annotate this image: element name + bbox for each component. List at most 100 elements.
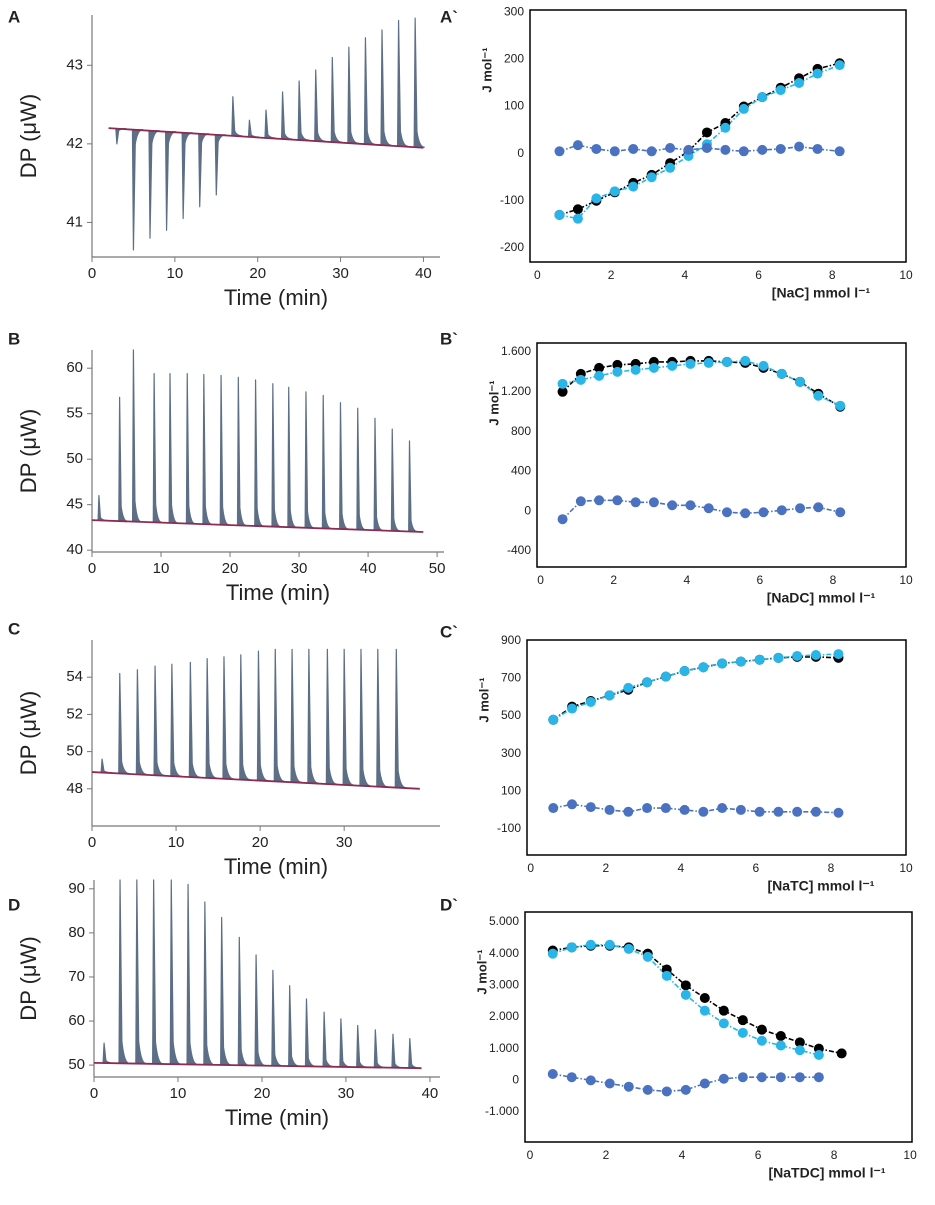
x-tick-label: 0 (88, 834, 96, 851)
peak (376, 648, 388, 788)
point (756, 1035, 767, 1046)
x-tick-label: 30 (338, 1085, 355, 1102)
point (548, 803, 559, 814)
y-tick-label: 0 (512, 1073, 519, 1087)
point (660, 803, 671, 814)
panel-label: A` (440, 7, 458, 26)
point (628, 143, 639, 154)
point (835, 400, 846, 411)
peak (254, 379, 264, 527)
peak (408, 440, 418, 533)
y-tick-label: 41 (66, 213, 83, 230)
peak (330, 56, 342, 143)
point (775, 1031, 786, 1042)
x-tick-label: 20 (252, 834, 269, 851)
y-tick-label: 45 (66, 496, 83, 513)
peak (396, 19, 409, 147)
x-tick-label: 40 (422, 1085, 439, 1102)
point (667, 360, 678, 371)
point (685, 358, 696, 369)
point (612, 495, 623, 506)
peak (271, 969, 283, 1067)
point (721, 356, 732, 367)
peak (152, 879, 164, 1065)
y-tick-label: 700 (501, 671, 521, 685)
point (547, 948, 558, 959)
peak (287, 386, 297, 528)
point (756, 1072, 767, 1083)
series-line (562, 360, 841, 408)
panel-label: B (8, 329, 20, 348)
point (585, 939, 596, 950)
point (642, 677, 653, 688)
point (594, 362, 605, 373)
point (754, 654, 765, 665)
y-tick-label: 400 (511, 464, 531, 478)
point (642, 1084, 653, 1095)
peak (170, 663, 182, 777)
y-tick-label: 3.000 (489, 978, 519, 992)
y-tick-label: 80 (68, 924, 85, 941)
x-tick-label: 2 (602, 861, 609, 875)
point (754, 806, 765, 817)
series-line (552, 943, 820, 1056)
x-tick-label: 40 (415, 265, 432, 282)
point (585, 1075, 596, 1086)
peak (380, 29, 392, 146)
y-tick-label: 70 (68, 968, 85, 985)
x-tick-label: 30 (291, 560, 308, 577)
point (557, 514, 568, 525)
point (648, 362, 659, 373)
peak (273, 648, 286, 783)
peak (169, 879, 182, 1065)
point (794, 1045, 805, 1056)
peak (408, 1038, 420, 1069)
point (591, 143, 602, 154)
point (648, 497, 659, 508)
point (567, 703, 578, 714)
point (665, 162, 676, 173)
point (740, 508, 751, 519)
peak (356, 407, 366, 531)
point (661, 1086, 672, 1097)
point (585, 802, 596, 813)
point (775, 85, 786, 96)
point (642, 803, 653, 814)
plot-frame (529, 9, 907, 263)
y-axis-label: DP (μW) (16, 409, 41, 493)
point (572, 204, 583, 215)
point (737, 1015, 748, 1026)
point (773, 652, 784, 663)
peak (322, 1011, 334, 1068)
peak (102, 1042, 114, 1064)
point (685, 500, 696, 511)
y-tick-label: 300 (501, 746, 521, 760)
point (548, 714, 559, 725)
peak (271, 383, 282, 528)
y-tick-label: 0 (517, 146, 524, 160)
point (623, 806, 634, 817)
panel-label: D (8, 895, 20, 914)
peak (214, 134, 226, 196)
y-tick-label: -1.000 (485, 1104, 519, 1118)
peak (342, 648, 355, 786)
point (699, 1078, 710, 1089)
point (646, 172, 657, 183)
point (738, 103, 749, 114)
point (794, 1037, 805, 1048)
x-axis-label: [NaTDC] mmol l⁻¹ (768, 1165, 885, 1181)
peak (288, 985, 300, 1067)
y-tick-label: 43 (66, 56, 83, 73)
y-axis-label: J mol⁻¹ (476, 677, 491, 722)
point (812, 68, 823, 79)
x-tick-label: 50 (429, 560, 446, 577)
x-tick-label: 8 (831, 1148, 838, 1162)
peak (118, 396, 128, 522)
point (680, 1084, 691, 1095)
y-tick-label: 100 (504, 99, 524, 113)
x-axis-label: Time (min) (226, 580, 330, 605)
y-axis-label: J mol⁻¹ (474, 949, 489, 994)
point (661, 970, 672, 981)
point (683, 144, 694, 155)
